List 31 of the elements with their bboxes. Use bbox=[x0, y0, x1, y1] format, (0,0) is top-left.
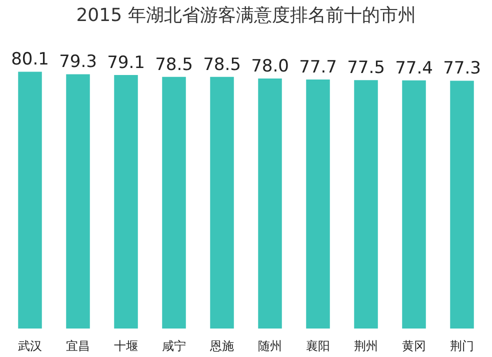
data-label: 78.5 bbox=[155, 54, 193, 75]
data-label: 79.3 bbox=[59, 52, 97, 72]
bar bbox=[450, 80, 474, 329]
bar bbox=[306, 79, 330, 329]
chart-title: 2015 年湖北省游客满意度排名前十的市州 bbox=[75, 4, 417, 28]
data-label: 77.3 bbox=[443, 58, 481, 79]
bar bbox=[18, 72, 42, 329]
x-tick-label: 恩施 bbox=[209, 339, 234, 354]
x-tick-label: 荆州 bbox=[354, 339, 378, 354]
bar bbox=[162, 76, 186, 329]
data-label: 77.7 bbox=[299, 57, 337, 78]
data-label: 77.4 bbox=[395, 58, 433, 78]
data-label: 78.5 bbox=[203, 54, 241, 75]
data-label: 80.1 bbox=[11, 50, 49, 70]
x-tick-label: 武汉 bbox=[18, 339, 42, 354]
bar bbox=[66, 74, 90, 329]
x-tick-label: 襄阳 bbox=[306, 339, 330, 354]
bar bbox=[210, 76, 234, 329]
x-tick-label: 宜昌 bbox=[66, 339, 90, 354]
data-label: 78.0 bbox=[251, 56, 289, 76]
bar bbox=[114, 74, 138, 329]
bar bbox=[402, 80, 426, 329]
data-label: 77.5 bbox=[347, 58, 385, 78]
bar bbox=[354, 80, 378, 329]
x-tick-label: 荆门 bbox=[450, 339, 474, 354]
bar bbox=[258, 78, 282, 329]
x-tick-label: 十堰 bbox=[114, 339, 138, 354]
x-tick-label: 咸宁 bbox=[162, 339, 186, 354]
x-tick-label: 黄冈 bbox=[402, 339, 426, 354]
data-label: 79.1 bbox=[107, 52, 145, 73]
x-tick-label: 随州 bbox=[258, 339, 282, 354]
